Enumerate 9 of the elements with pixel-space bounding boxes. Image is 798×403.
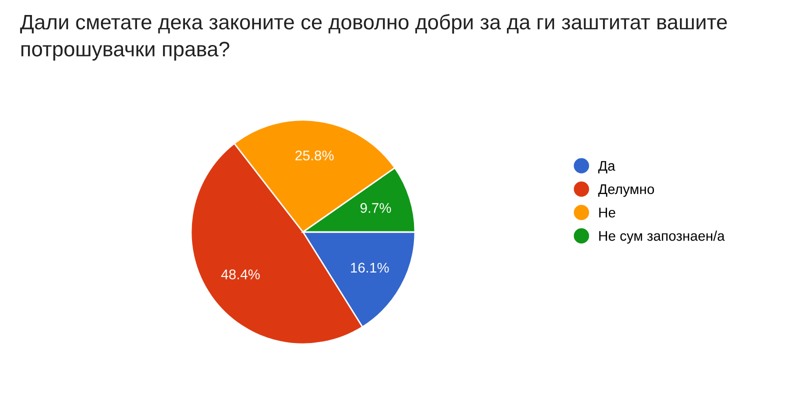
legend-label: Да — [598, 161, 616, 174]
data-label: 25.8% — [295, 150, 334, 160]
chart-title: Дали сметате дека законите се доволно добри за да ги заштитат вашите потрошувачки права? — [20, 14, 727, 61]
data-label: 16.1% — [350, 262, 389, 273]
data-label: 48.4% — [221, 269, 260, 280]
legend-label: Не сум запознаен/а — [599, 230, 725, 244]
data-label: 9.7% — [360, 203, 391, 213]
legend-label: Делумно — [598, 184, 654, 197]
legend-label: Не — [599, 208, 616, 218]
